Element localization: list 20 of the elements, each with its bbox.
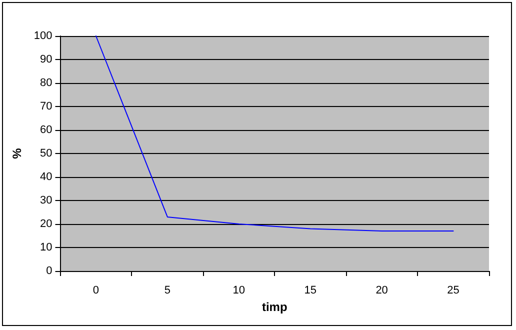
y-tick-label: 0 — [46, 265, 52, 277]
x-tick-label: 10 — [232, 284, 246, 296]
y-tick-label: 40 — [40, 171, 52, 183]
y-axis-title: % — [10, 148, 24, 159]
y-tick-label: 70 — [40, 100, 52, 112]
x-axis-title: timp — [262, 300, 288, 314]
x-tick-label: 0 — [92, 284, 100, 296]
y-tick-label: 60 — [40, 124, 52, 136]
y-tick-label: 100 — [34, 30, 52, 42]
y-tick-label: 30 — [40, 194, 52, 206]
x-tick-label: 15 — [304, 284, 316, 296]
x-tick-label: 25 — [447, 284, 460, 296]
y-tick-label: 90 — [40, 54, 52, 66]
y-tick-label: 20 — [40, 218, 52, 230]
x-tick-label: 5 — [164, 284, 170, 296]
y-tick-label: 80 — [40, 77, 52, 89]
y-tick-label: 10 — [40, 242, 52, 254]
line-series — [95, 36, 454, 232]
y-tick-label: 50 — [40, 148, 52, 160]
x-tick-label: 20 — [376, 284, 388, 296]
